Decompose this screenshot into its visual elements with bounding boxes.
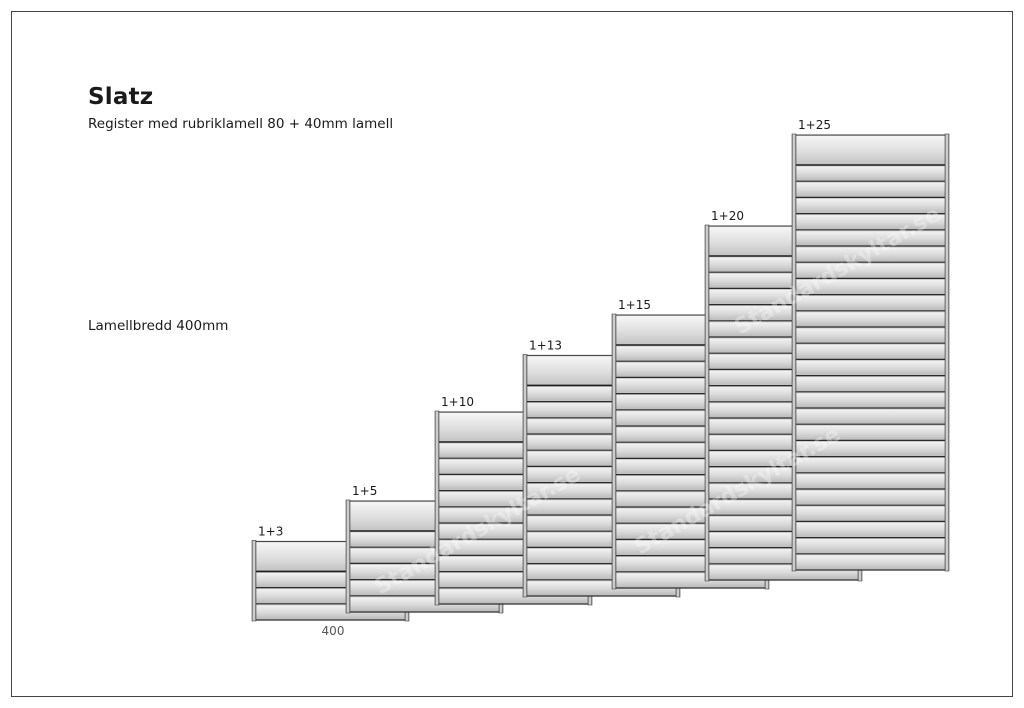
slat xyxy=(796,441,945,456)
slat xyxy=(796,458,945,472)
page-frame xyxy=(11,11,1013,697)
slat xyxy=(796,279,945,294)
register-label: 1+25 xyxy=(798,118,831,132)
page-title: Slatz xyxy=(88,84,154,110)
register-label: 1+3 xyxy=(258,524,283,538)
slat xyxy=(796,344,945,359)
slat xyxy=(796,490,945,505)
dimension-label: 400 xyxy=(322,624,345,638)
left-rail xyxy=(522,354,528,598)
slat xyxy=(796,539,945,553)
slat xyxy=(796,182,945,197)
slat xyxy=(796,360,945,375)
right-rail xyxy=(944,133,950,572)
slat xyxy=(796,425,945,440)
slat xyxy=(796,198,945,213)
left-rail xyxy=(345,499,351,614)
register-1-plus-25: 1+25 xyxy=(791,118,950,572)
register-label: 1+20 xyxy=(711,209,744,223)
slat xyxy=(796,296,945,310)
slat xyxy=(796,312,945,326)
page-subtitle: Register med rubriklamell 80 + 40mm lame… xyxy=(88,116,394,132)
left-rail xyxy=(611,313,617,590)
slat xyxy=(796,377,945,391)
left-rail xyxy=(434,410,440,606)
slat xyxy=(796,555,945,569)
register-label: 1+13 xyxy=(529,338,562,352)
header-slat xyxy=(796,136,945,164)
slat xyxy=(796,263,945,278)
register-label: 1+15 xyxy=(618,298,651,312)
left-rail xyxy=(251,540,257,622)
left-rail xyxy=(791,133,797,572)
slat xyxy=(796,506,945,521)
left-rail xyxy=(704,224,710,582)
slat xyxy=(796,166,945,181)
slat xyxy=(796,247,945,262)
slat xyxy=(796,215,945,229)
register-label: 1+10 xyxy=(441,395,474,409)
slat xyxy=(796,328,945,343)
slat-width-label: Lamellbredd 400mm xyxy=(88,318,229,334)
register-label: 1+5 xyxy=(352,484,377,498)
slat xyxy=(796,409,945,424)
slat xyxy=(796,231,945,245)
slat xyxy=(796,474,945,488)
slat xyxy=(796,393,945,407)
slat xyxy=(796,522,945,537)
